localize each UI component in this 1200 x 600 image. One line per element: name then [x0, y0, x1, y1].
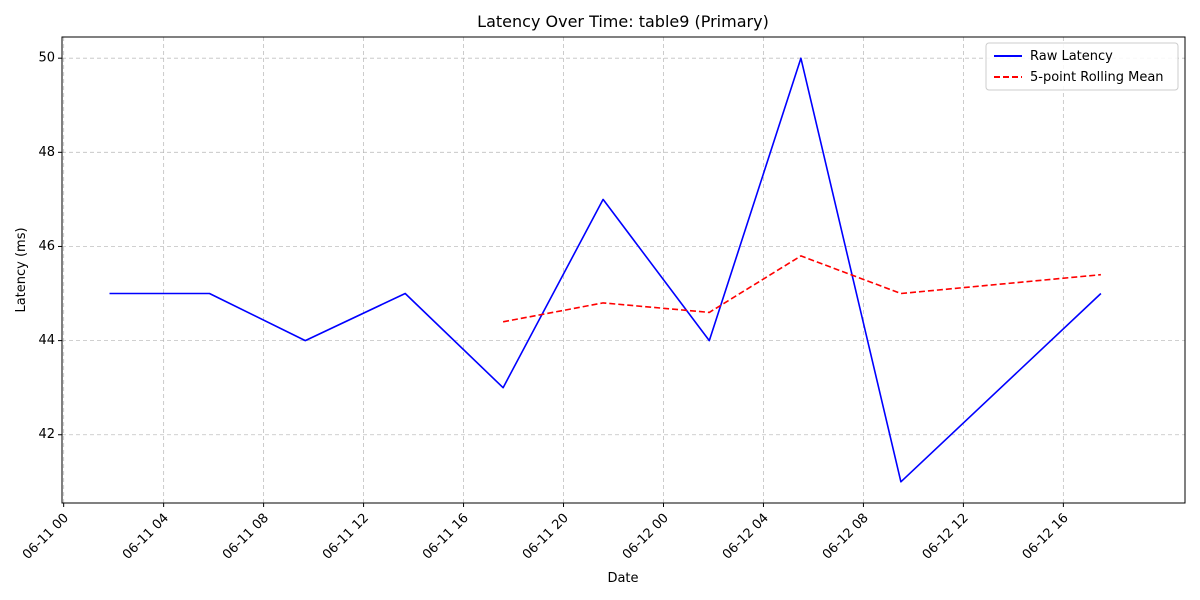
legend-label-raw-latency: Raw Latency	[1030, 49, 1113, 64]
y-tick-label: 50	[38, 51, 55, 66]
grid	[62, 37, 1185, 503]
x-tick-label: 06-11 08	[220, 511, 272, 563]
series-lines	[109, 57, 1102, 483]
x-axis-label: Date	[607, 571, 638, 586]
y-tick-label: 42	[38, 427, 55, 442]
legend: Raw Latency 5-point Rolling Mean	[985, 42, 1179, 91]
y-axis-label: Latency (ms)	[14, 227, 29, 312]
y-tick-label: 46	[38, 239, 55, 254]
y-tick-label: 48	[38, 145, 55, 160]
x-tick-label: 06-11 04	[120, 511, 172, 563]
x-tick-label: 06-12 08	[820, 511, 872, 563]
x-tick-label: 06-12 04	[720, 511, 772, 563]
series-line-5-point-rolling-mean	[502, 255, 1101, 323]
x-tick-label: 06-12 12	[920, 511, 972, 563]
x-tick-label: 06-11 16	[420, 511, 472, 563]
plot-frame	[61, 36, 1186, 504]
x-tick-label: 06-11 20	[520, 511, 572, 563]
x-tick-label: 06-12 16	[1020, 511, 1072, 563]
legend-box	[985, 42, 1179, 91]
x-tick-label: 06-12 00	[620, 511, 672, 563]
chart-title: Latency Over Time: table9 (Primary)	[477, 12, 769, 31]
x-tick-label: 06-11 12	[320, 511, 372, 563]
y-tick-label: 44	[38, 333, 55, 348]
legend-label-rolling-mean: 5-point Rolling Mean	[1030, 70, 1164, 85]
x-tick-label: 06-11 00	[20, 511, 72, 563]
series-line-raw-latency	[109, 57, 1102, 483]
